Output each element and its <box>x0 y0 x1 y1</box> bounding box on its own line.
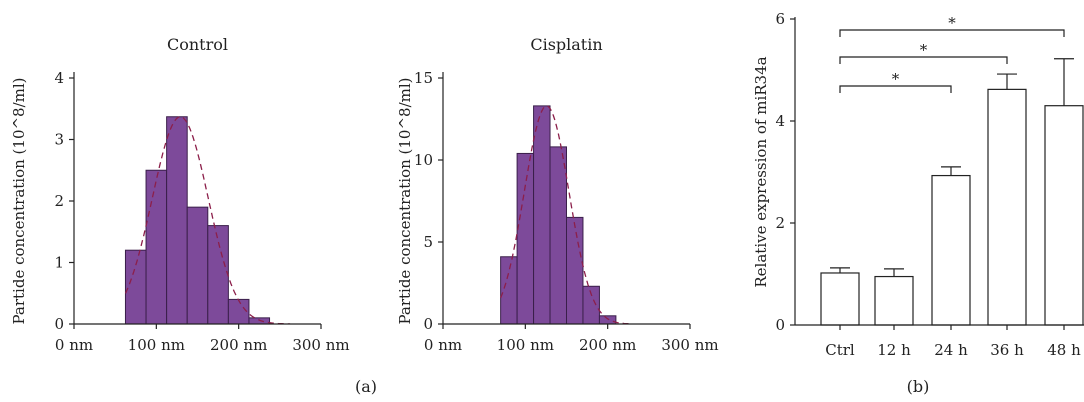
histogram-bar <box>145 169 168 325</box>
chart-expression: Ctrl 12 h 24 h 36 h 48 h 0 2 4 6 Relative express… <box>752 10 1084 359</box>
y-tick-label: 4 <box>54 69 64 87</box>
x-tick-label: 300 nm <box>661 336 718 354</box>
histogram-bar <box>549 146 567 325</box>
y-tick-label: 5 <box>423 233 433 251</box>
fit-curve <box>499 105 633 325</box>
histogram-bar <box>598 315 617 325</box>
x-tick-label: 100 nm <box>497 336 554 354</box>
error-bar <box>941 166 961 176</box>
y-tick-label: 6 <box>775 10 785 28</box>
chart-cisplatin: Cisplatin 0 5 10 15 0 nm 100 nm 200 nm 300 nm Par… <box>396 35 719 354</box>
fit-curve <box>124 116 291 325</box>
x-tick-label: 12 h <box>877 341 911 359</box>
y-tick-label: 2 <box>775 214 785 232</box>
error-bar <box>1054 58 1074 106</box>
x-tick-label: 200 nm <box>579 336 636 354</box>
expression-bar <box>874 275 914 326</box>
y-tick-label: 0 <box>54 315 64 333</box>
x-tick-label: Ctrl <box>825 341 855 359</box>
expression-bar <box>1044 105 1084 326</box>
histogram-bar <box>566 216 584 325</box>
expression-bar <box>987 88 1027 326</box>
x-tick-label: 200 nm <box>210 336 267 354</box>
y-tick-label: 15 <box>414 69 433 87</box>
x-tick-label: 100 nm <box>128 336 185 354</box>
y-tick-label: 0 <box>775 316 785 334</box>
error-bar <box>830 267 850 273</box>
panel-label-b: (b) <box>907 377 930 396</box>
x-tick-label: 300 nm <box>292 336 349 354</box>
y-tick-label: 3 <box>54 131 64 149</box>
x-tick-label: 0 nm <box>424 336 462 354</box>
histogram-bar <box>227 298 250 325</box>
error-bar <box>884 268 904 277</box>
expression-bar <box>820 272 860 326</box>
y-axis-label: Partide concentration (10^8/ml) <box>396 77 414 324</box>
histogram-bar <box>207 225 229 325</box>
y-axis-label: Partide concentration (10^8/ml) <box>10 77 28 324</box>
histogram-bar <box>166 116 188 325</box>
significance-marker: * <box>892 70 900 88</box>
histogram-bar <box>124 249 147 325</box>
x-tick-label: 24 h <box>934 341 968 359</box>
chart-control: Control 0 1 2 3 4 0 nm 100 nm 200 nm 300 nm Partid… <box>10 35 350 354</box>
significance-bracket <box>839 85 952 93</box>
y-tick-label: 1 <box>54 254 64 272</box>
error-bar <box>997 73 1017 90</box>
y-tick-label: 2 <box>54 192 64 210</box>
y-tick-label: 0 <box>423 315 433 333</box>
y-axis-label: Relative expression of miR34a <box>752 56 770 287</box>
x-tick-label: 48 h <box>1047 341 1081 359</box>
histogram-bar <box>248 317 271 325</box>
x-tick-label: 0 nm <box>55 336 93 354</box>
significance-bracket <box>839 29 1065 37</box>
histogram-bar <box>516 152 535 325</box>
expression-bar <box>931 174 971 326</box>
histogram-bar <box>533 105 551 325</box>
histogram-bar <box>500 256 518 325</box>
histogram-bar <box>582 285 600 325</box>
significance-bracket <box>839 56 1008 64</box>
y-tick-label: 10 <box>414 151 433 169</box>
chart-title: Cisplatin <box>530 35 602 54</box>
y-tick-label: 4 <box>775 112 785 130</box>
significance-marker: * <box>948 14 956 32</box>
significance-marker: * <box>920 41 928 59</box>
x-tick-label: 36 h <box>990 341 1024 359</box>
histogram-bar <box>186 206 209 325</box>
chart-title: Control <box>167 35 228 54</box>
panel-label-a: (a) <box>355 377 377 396</box>
